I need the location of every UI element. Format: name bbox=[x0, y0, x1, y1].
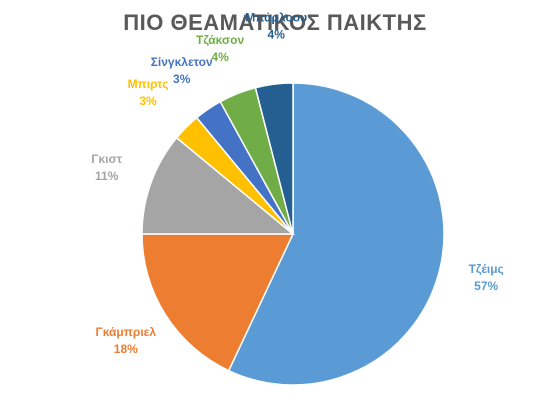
slice-value-label: 57% bbox=[474, 279, 498, 293]
pie-slice-3 bbox=[141, 136, 296, 235]
pie-slice-7 bbox=[254, 82, 294, 235]
slice-name-label: Τζάκσον bbox=[196, 33, 244, 47]
slice-value-label: 3% bbox=[173, 72, 191, 86]
slice-name-label: Σίνγκλετον bbox=[151, 55, 213, 69]
slice-name-label: Γκάμπριελ bbox=[96, 325, 157, 339]
slice-value-label: 18% bbox=[114, 342, 138, 356]
slice-label-4: Μπιρτς 3% bbox=[128, 77, 169, 108]
slice-name-label: Μπάρλοου bbox=[245, 11, 307, 25]
slice-label-1: Τζέιμς 57% bbox=[469, 262, 504, 293]
slice-label-5: Σίνγκλετον 3% bbox=[151, 55, 213, 86]
pie-slice-1 bbox=[227, 82, 445, 386]
slice-label-6: Τζάκσον 4% bbox=[196, 33, 244, 64]
slice-name-label: Τζέιμς bbox=[469, 262, 504, 276]
slice-label-2: Γκάμπριελ 18% bbox=[96, 325, 157, 356]
slice-label-7: Μπάρλοου 4% bbox=[245, 11, 307, 42]
slice-name-label: Γκιστ bbox=[91, 152, 122, 166]
chart-title: ΠΙΟ ΘΕΑΜΑΤΙΚΟΣ ΠΑΙΚΤΗΣ bbox=[123, 10, 427, 35]
slice-label-3: Γκιστ 11% bbox=[91, 152, 122, 183]
slice-value-label: 4% bbox=[268, 28, 286, 42]
slice-value-label: 11% bbox=[95, 169, 119, 183]
pie-slice-2 bbox=[141, 233, 295, 372]
slice-value-label: 3% bbox=[139, 94, 157, 108]
slice-value-label: 4% bbox=[211, 50, 229, 64]
slice-name-label: Μπιρτς bbox=[128, 77, 169, 91]
